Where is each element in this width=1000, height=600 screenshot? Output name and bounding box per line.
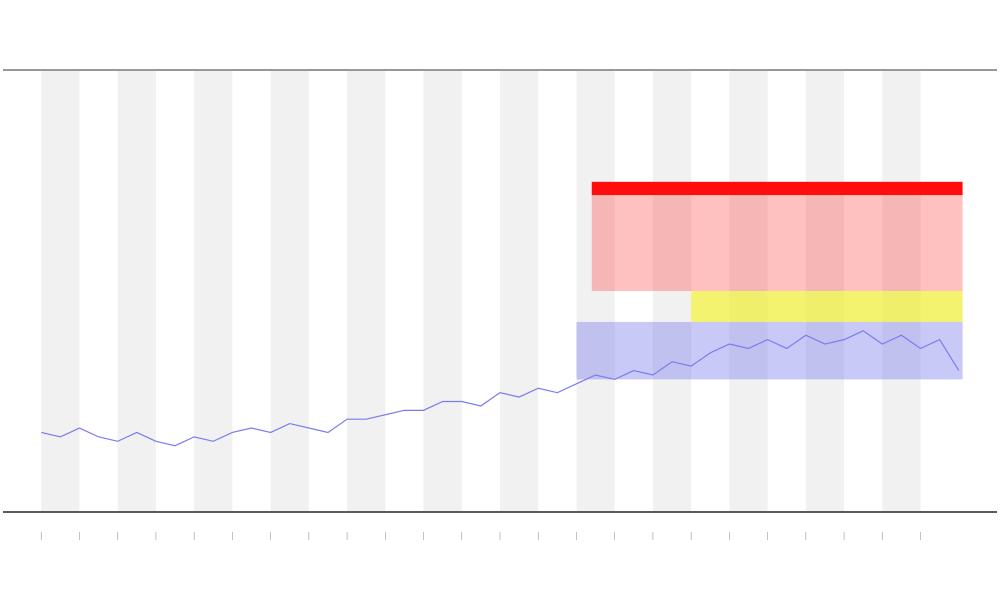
shaded-interval [347,71,386,511]
zone [691,291,963,322]
shaded-interval [576,71,615,511]
shaded-interval [270,71,309,511]
shaded-interval [500,71,539,511]
series-line [41,330,960,447]
shaded-interval [41,71,80,511]
shading-layer [41,71,921,511]
zone [591,181,963,196]
zone [576,321,963,380]
shaded-interval [194,71,233,511]
shaded-interval [117,71,156,511]
zone [591,195,963,291]
shaded-interval [652,71,692,511]
shaded-interval [423,71,462,511]
marks-layer [40,181,963,540]
